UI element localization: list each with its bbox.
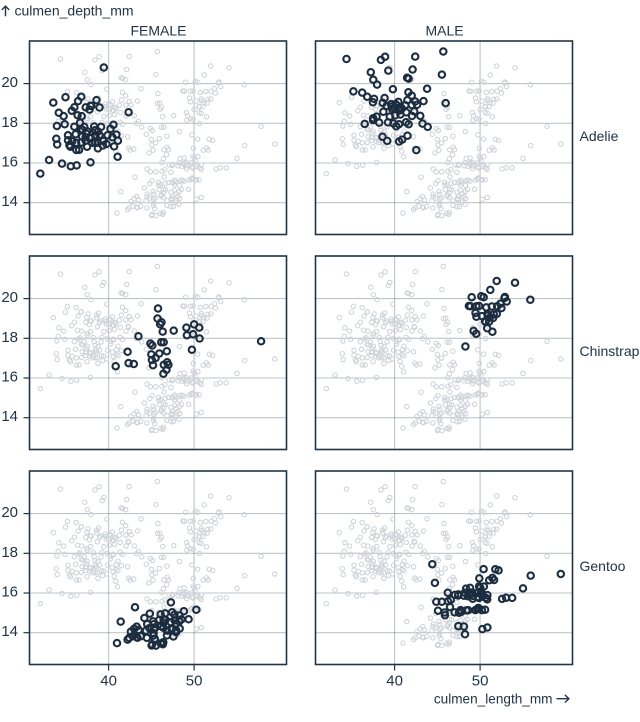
svg-text:40: 40 xyxy=(386,673,403,690)
svg-text:18: 18 xyxy=(1,114,18,131)
svg-text:50: 50 xyxy=(186,673,203,690)
svg-text:18: 18 xyxy=(1,329,18,346)
svg-text:16: 16 xyxy=(1,369,18,386)
svg-text:20: 20 xyxy=(1,74,18,91)
svg-text:14: 14 xyxy=(1,193,18,210)
svg-text:50: 50 xyxy=(472,673,489,690)
svg-text:MALE: MALE xyxy=(425,23,463,39)
svg-text:Chinstrap: Chinstrap xyxy=(580,343,640,359)
svg-text:culmen_length_mm: culmen_length_mm xyxy=(434,692,553,707)
svg-text:16: 16 xyxy=(1,584,18,601)
svg-text:FEMALE: FEMALE xyxy=(130,23,186,39)
svg-text:18: 18 xyxy=(1,544,18,561)
svg-text:16: 16 xyxy=(1,154,18,171)
svg-text:40: 40 xyxy=(100,673,117,690)
svg-text:20: 20 xyxy=(1,504,18,521)
svg-text:Gentoo: Gentoo xyxy=(580,558,626,574)
svg-text:14: 14 xyxy=(1,408,18,425)
svg-text:Adelie: Adelie xyxy=(580,128,619,144)
svg-text:culmen_depth_mm: culmen_depth_mm xyxy=(15,3,134,19)
svg-text:14: 14 xyxy=(1,623,18,640)
svg-text:20: 20 xyxy=(1,289,18,306)
